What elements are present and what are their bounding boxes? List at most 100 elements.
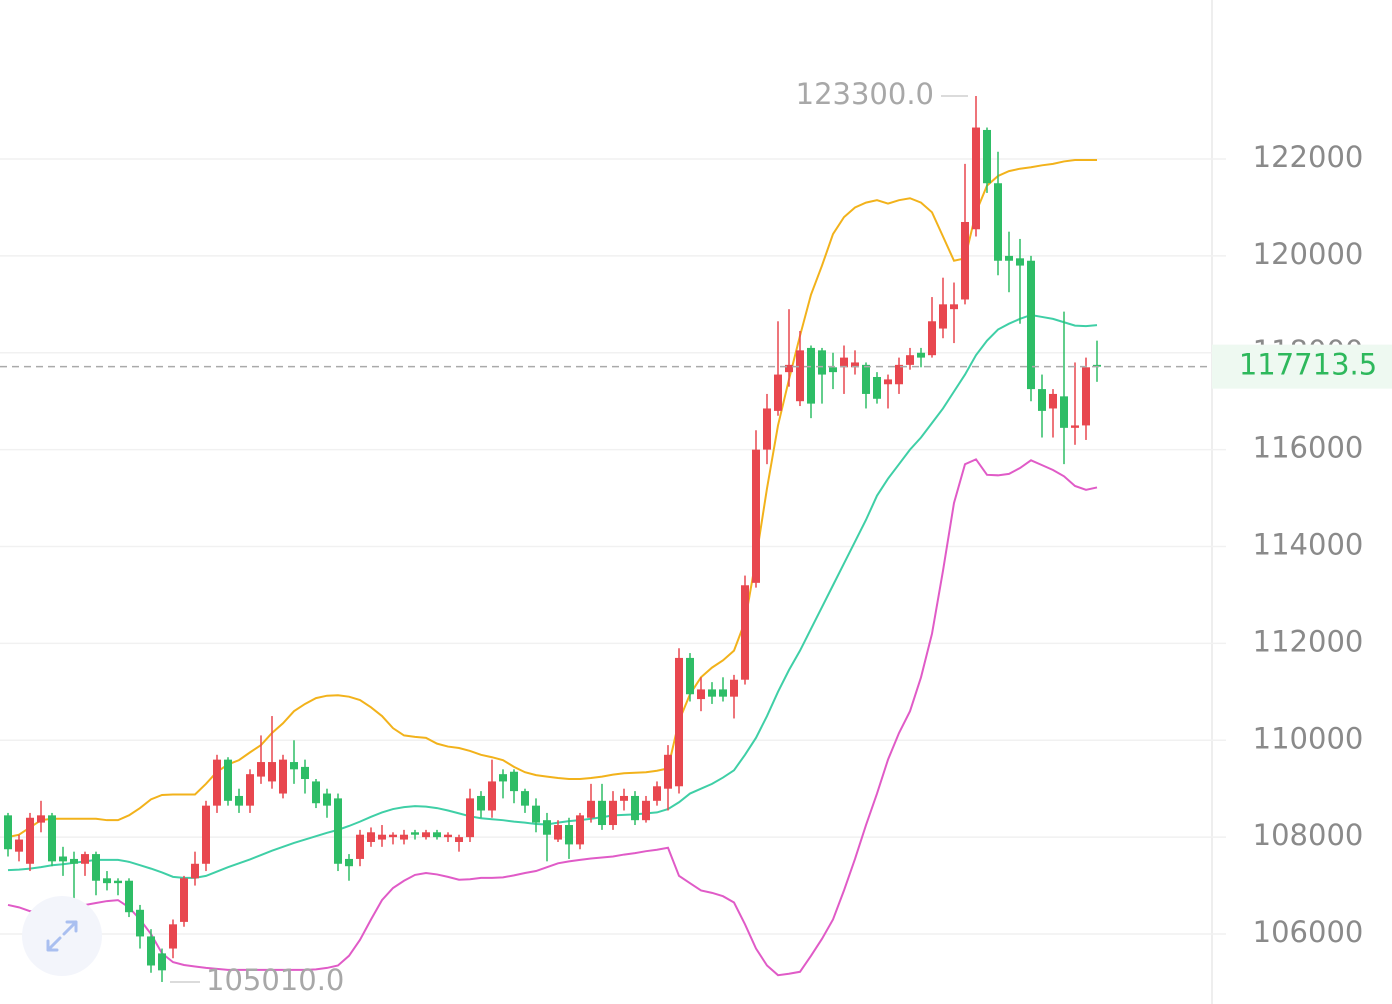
candle-body (1049, 393, 1057, 409)
candle-body (796, 350, 804, 402)
candle-body (774, 374, 782, 411)
y-tick-label: 112000 (1253, 624, 1364, 658)
annotations: 117713.5 123300.0 105010.0 (0, 77, 1392, 997)
candle-body (125, 880, 133, 913)
candle-body (631, 795, 639, 821)
candle-body (246, 774, 254, 806)
candle-body (1027, 260, 1035, 390)
candle-body (1060, 396, 1068, 428)
candle-body (191, 863, 199, 879)
candle-body (653, 786, 661, 801)
candle-body (829, 367, 837, 373)
candle-body (708, 689, 716, 697)
candle-body (752, 449, 760, 583)
high-label: 123300.0 (796, 77, 934, 111)
candle-body (257, 762, 265, 777)
candle-body (455, 837, 463, 842)
candle-body (15, 839, 23, 852)
y-tick-label: 120000 (1253, 237, 1364, 271)
candle-body (158, 953, 166, 971)
candle-body (620, 795, 628, 801)
low-label: 105010.0 (206, 963, 344, 997)
y-tick-label: 114000 (1253, 528, 1364, 562)
candle-body (994, 183, 1002, 261)
candle-body (675, 657, 683, 787)
candle-body (92, 854, 100, 881)
candle-body (48, 815, 56, 862)
candle-body (961, 221, 969, 300)
candle-body (213, 759, 221, 806)
candle-body (554, 825, 562, 840)
y-tick-label: 116000 (1253, 431, 1364, 465)
candle-body (444, 834, 452, 838)
candle-body (587, 800, 595, 818)
candle-body (422, 832, 430, 838)
candle-body (1016, 258, 1024, 266)
candle-body (114, 880, 122, 884)
candle-body (609, 800, 617, 826)
candle-body (411, 832, 419, 835)
candle-body (268, 762, 276, 782)
candle-body (906, 355, 914, 365)
candle-body (686, 657, 694, 695)
candle-body (1038, 389, 1046, 411)
candle-body (59, 856, 67, 862)
candle-body (741, 585, 749, 680)
candle-body (147, 936, 155, 966)
candle-body (26, 817, 34, 864)
candle-body (279, 759, 287, 794)
candle-body (664, 754, 672, 789)
candle-body (301, 766, 309, 780)
expand-button[interactable] (22, 896, 102, 976)
y-tick-label: 106000 (1253, 915, 1364, 949)
candle-body (81, 854, 89, 864)
candle-body (532, 805, 540, 823)
band-line (7, 313, 1098, 879)
candle-body (576, 815, 584, 845)
candle-body (334, 798, 342, 864)
candle-body (917, 352, 925, 358)
candle-body (543, 820, 551, 835)
candle-body (719, 689, 727, 697)
candle-body (972, 127, 980, 230)
candle-body (466, 798, 474, 838)
candle-body (598, 800, 606, 826)
candle-body (312, 781, 320, 804)
bands (7, 158, 1098, 977)
candle-body (950, 304, 958, 310)
candle-body (851, 362, 859, 368)
candle-body (862, 364, 870, 394)
candle-body (895, 364, 903, 385)
candle-body (521, 791, 529, 806)
candle-body (477, 795, 485, 811)
candle-body (224, 759, 232, 801)
candle-body (1082, 367, 1090, 426)
expand-bg[interactable] (22, 896, 102, 976)
candle-body (323, 793, 331, 806)
candle-body (389, 834, 397, 838)
y-tick-label: 110000 (1253, 721, 1364, 755)
candle-body (642, 800, 650, 821)
candle-body (884, 379, 892, 385)
candle-body (488, 781, 496, 811)
candle-body (4, 815, 12, 850)
candle-body (499, 774, 507, 782)
band-line (7, 158, 1097, 839)
candle-body (367, 832, 375, 842)
candle-body (356, 834, 364, 859)
current-price-box (1212, 344, 1392, 389)
y-tick-label: 122000 (1253, 140, 1364, 174)
candle-body (136, 909, 144, 937)
candle-body (290, 762, 298, 770)
candles (4, 96, 1101, 982)
candle-body (202, 805, 210, 864)
candle-body (565, 825, 573, 845)
candle-body (345, 858, 353, 867)
candle-body (378, 834, 386, 840)
candle-body (785, 364, 793, 373)
axis-panel (1212, 0, 1392, 1004)
candle-body (103, 878, 111, 884)
candle-body (510, 771, 518, 792)
expand-icon[interactable] (46, 920, 78, 952)
